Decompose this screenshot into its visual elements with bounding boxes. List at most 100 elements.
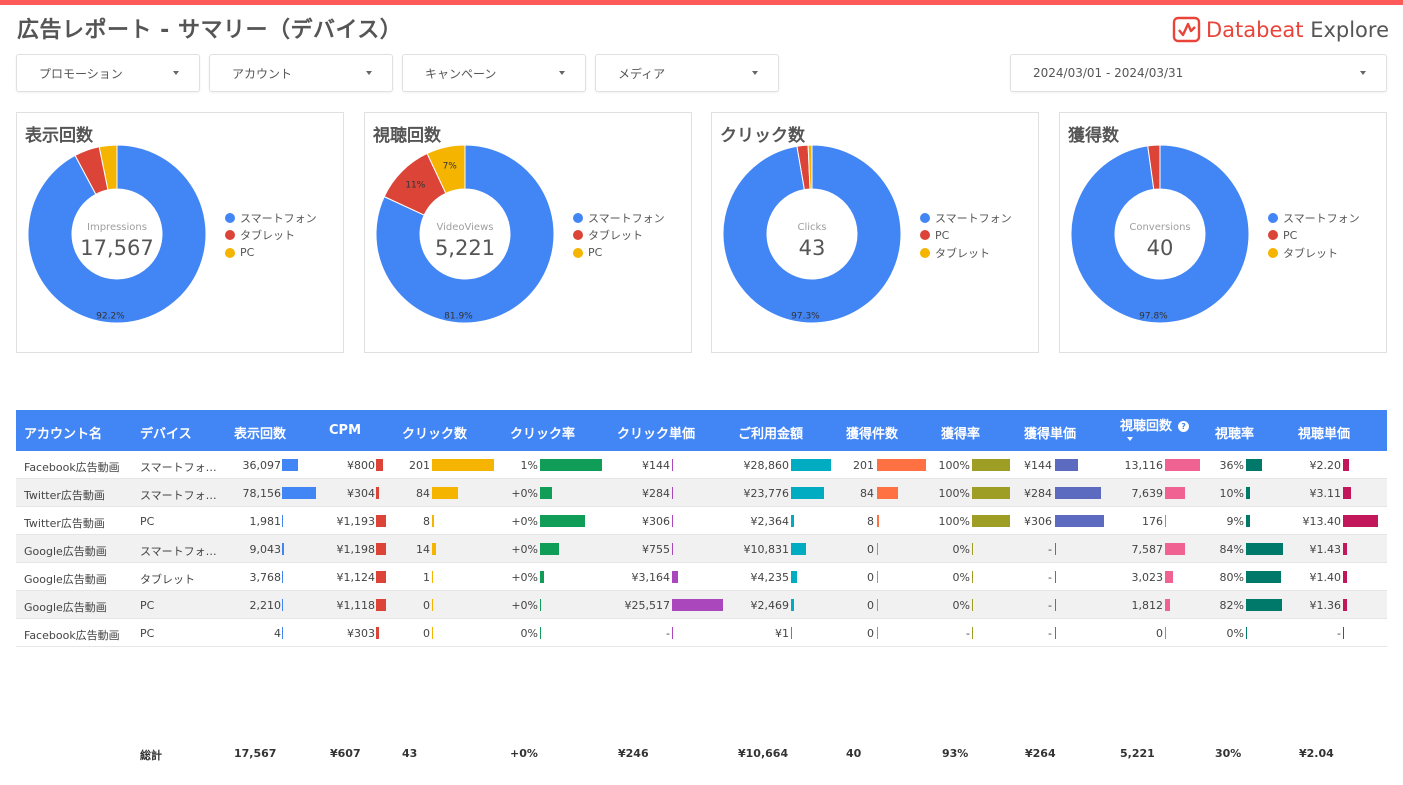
column-header[interactable]: クリック率 (510, 423, 575, 442)
cell-value: 9,043 (249, 543, 282, 556)
data-bar (1055, 515, 1104, 527)
legend-item[interactable]: スマートフォン (1268, 209, 1360, 227)
legend-item[interactable]: スマートフォン (920, 209, 1012, 227)
date-range-picker[interactable]: 2024/03/01 - 2024/03/31 (1010, 54, 1387, 92)
data-bar (282, 459, 298, 471)
column-header-label: 視聴単価 (1298, 427, 1351, 442)
logo-text: Databeat Explore (1206, 18, 1389, 42)
help-icon[interactable]: ? (1178, 421, 1190, 432)
filter-promotion[interactable]: プロモーション (16, 54, 200, 92)
cell-device: PC (140, 515, 155, 528)
cell-value: 84% (1219, 543, 1244, 556)
donut-slice-0[interactable] (27, 144, 207, 324)
filter-media-label: メディア (618, 66, 666, 81)
cell-value: 2,210 (249, 599, 282, 612)
column-header-label: 獲得件数 (846, 427, 899, 442)
legend-label: スマートフォン (588, 211, 665, 225)
column-header[interactable]: 獲得単価 (1024, 423, 1076, 442)
cell-value: +0% (511, 571, 538, 584)
totals-value: +0% (510, 747, 538, 760)
cell-account: Google広告動画 (24, 573, 107, 586)
table-row[interactable]: Twitter広告動画 PC 1,981 ¥1,193 8 +0% ¥306 ¥2,364 8 1… (16, 507, 1387, 535)
donut-total-value: 5,221 (435, 236, 495, 260)
cell-value: +0% (511, 543, 538, 556)
device-report-table: アカウント名 デバイス 表示回数 CPM クリック数 クリック率 クリック単価 ご利用金額 獲得… (16, 410, 1387, 647)
data-bar (282, 487, 316, 499)
table-row[interactable]: Google広告動画 タブレット 3,768 ¥1,124 1 +0% ¥3,164 ¥4,2… (16, 563, 1387, 591)
legend-item[interactable]: スマートフォン (573, 209, 665, 227)
totals-value: 40 (846, 747, 862, 760)
donut-metric-label: Clicks (797, 222, 826, 233)
legend-item[interactable]: PC (920, 227, 1012, 245)
column-header[interactable]: 獲得件数 (846, 423, 898, 442)
column-header[interactable]: クリック数 (402, 423, 467, 442)
donut-slice-0[interactable] (375, 144, 555, 324)
table-header: アカウント名 デバイス 表示回数 CPM クリック数 クリック率 クリック単価 ご利用金額 獲得… (16, 410, 1387, 451)
column-header[interactable]: 獲得率 (941, 423, 980, 442)
legend-item[interactable]: タブレット (573, 227, 665, 245)
cell-value: 9% (1226, 515, 1244, 528)
donut-slice-2[interactable] (426, 144, 466, 194)
legend-item[interactable]: PC (1268, 227, 1360, 245)
column-header-label: 視聴率 (1215, 427, 1255, 442)
donut-total-value: 40 (1147, 236, 1174, 260)
sort-desc-icon[interactable] (1127, 437, 1133, 441)
data-bar (432, 543, 436, 555)
table-row[interactable]: Google広告動画 PC 2,210 ¥1,118 0 +0% ¥25,517 ¥2,469… (16, 591, 1387, 619)
legend-item[interactable]: PC (225, 244, 317, 262)
table-row[interactable]: Twitter広告動画 スマートフォ… 78,156 ¥304 84 +0% ¥284 ¥23… (16, 479, 1387, 507)
data-bar (282, 599, 283, 611)
column-header[interactable]: 視聴回数? (1120, 415, 1190, 434)
data-bar (1055, 627, 1056, 639)
column-header[interactable]: デバイス (140, 423, 192, 442)
filter-account[interactable]: アカウント (209, 54, 393, 92)
donut-chart: 81.9% 11% 7% VideoViews 5,221 (375, 144, 555, 324)
data-bar (1165, 459, 1200, 471)
filter-campaign[interactable]: キャンペーン (402, 54, 586, 92)
donut-slice-2[interactable] (807, 144, 813, 190)
donut-slice-2[interactable] (98, 144, 118, 191)
legend-label: タブレット (588, 229, 643, 243)
cell-value: - (1048, 627, 1052, 640)
table-row[interactable]: Facebook広告動画 PC 4 ¥303 0 0% - ¥1 0 - - 0 0% - (16, 619, 1387, 647)
legend-item[interactable]: タブレット (225, 227, 317, 245)
table-row[interactable]: Facebook広告動画 スマートフォ… 36,097 ¥800 201 1% ¥144 ¥2… (16, 451, 1387, 479)
column-header[interactable]: ご利用金額 (738, 423, 803, 442)
data-bar (540, 599, 541, 611)
totals-value: 30% (1215, 747, 1242, 760)
data-bar (1343, 515, 1378, 527)
data-bar (1165, 487, 1185, 499)
cell-value: 3,768 (249, 571, 282, 584)
legend-item[interactable]: PC (573, 244, 665, 262)
cell-value: - (666, 627, 670, 640)
donut-slice-1[interactable] (1147, 144, 1161, 190)
column-header[interactable]: CPM (329, 423, 361, 438)
slice-data-label: 81.9% (444, 312, 473, 322)
cell-value: ¥284 (1024, 487, 1052, 500)
slice-data-label: 97.3% (791, 312, 820, 322)
legend-item[interactable]: スマートフォン (225, 209, 317, 227)
column-header[interactable]: 視聴単価 (1298, 423, 1350, 442)
table-row[interactable]: Google広告動画 スマートフォ… 9,043 ¥1,198 14 +0% ¥755 ¥10… (16, 535, 1387, 563)
column-header[interactable]: クリック単価 (617, 423, 695, 442)
cell-value: 84 (860, 487, 874, 500)
legend-item[interactable]: タブレット (1268, 244, 1360, 262)
column-header[interactable]: 視聴率 (1215, 423, 1254, 442)
cell-value: 0 (867, 599, 874, 612)
data-bar (1165, 627, 1166, 639)
column-header[interactable]: 表示回数 (234, 423, 286, 442)
legend-dot-icon (920, 230, 930, 241)
legend-dot-icon (225, 212, 235, 223)
cell-value: 36,097 (242, 459, 282, 472)
donut-slice-0[interactable] (1070, 144, 1250, 324)
data-bar (432, 515, 434, 527)
cell-value: ¥13.40 (1302, 515, 1342, 528)
data-bar (791, 543, 806, 555)
cell-value: ¥304 (347, 487, 375, 500)
legend-item[interactable]: タブレット (920, 244, 1012, 262)
column-header[interactable]: アカウント名 (24, 423, 102, 442)
donut-slice-0[interactable] (722, 144, 902, 324)
cell-value: 10% (1219, 487, 1244, 500)
filter-media[interactable]: メディア (595, 54, 779, 92)
data-bar (376, 487, 379, 499)
